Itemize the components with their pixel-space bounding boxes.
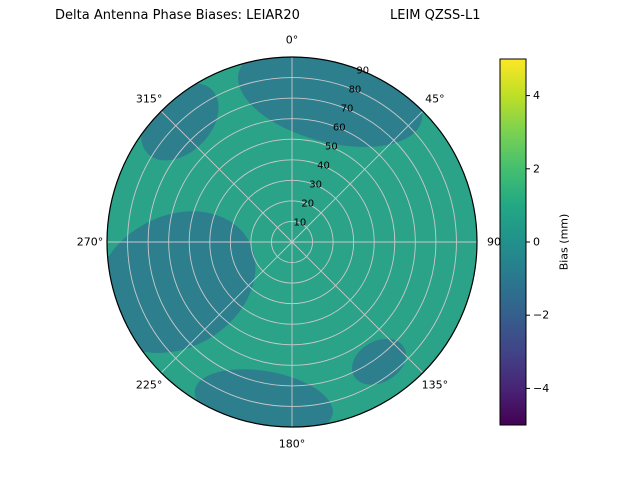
angle-label: 180°: [279, 438, 306, 451]
angle-label: 315°: [136, 93, 163, 106]
angle-label: 0°: [286, 34, 299, 47]
colorbar-gradient: [499, 58, 527, 426]
radial-label: 20: [301, 199, 314, 210]
radial-label: 40: [317, 161, 330, 172]
colorbar-tick-label: −4: [533, 382, 549, 395]
radial-label: 60: [333, 123, 346, 134]
colorbar-tick-label: 4: [533, 89, 540, 102]
angle-label: 45°: [425, 93, 445, 106]
radial-label: 10: [293, 218, 306, 229]
radial-labels: 10 20 30 40 50 60 70 80 90: [293, 66, 369, 229]
angle-label: 225°: [136, 378, 163, 391]
polar-spine: [106, 56, 478, 428]
colorbar-axis-label: Bias (mm): [558, 214, 571, 271]
angle-label: 135°: [422, 378, 449, 391]
bias-region-southeast-dark: [352, 338, 406, 385]
colorbar-tick-label: 2: [533, 162, 540, 175]
grid-spoke: [291, 241, 424, 374]
polar-grid: [107, 57, 477, 427]
grid-spoke: [160, 110, 293, 243]
radial-label: 80: [349, 85, 362, 96]
figure-title-left: Delta Antenna Phase Biases: LEIAR20: [55, 8, 300, 23]
radial-label: 90: [356, 66, 369, 77]
angle-labels: 0° 45° 90 135° 180° 225° 270° 315°: [77, 34, 501, 451]
angle-label: 270°: [77, 236, 104, 249]
figure-title-right: LEIM QZSS-L1: [390, 8, 481, 23]
colorbar: −4 −2 0 2 4 Bias (mm): [499, 58, 571, 426]
colorbar-tick-label: −2: [533, 309, 549, 322]
radial-label: 70: [341, 104, 354, 115]
grid-spoke: [291, 110, 424, 243]
grid-spoke: [160, 241, 293, 374]
radial-label: 30: [309, 180, 322, 191]
radial-label: 50: [325, 142, 338, 153]
angle-label: 90: [487, 236, 501, 249]
colorbar-tick-label: 0: [533, 236, 540, 249]
